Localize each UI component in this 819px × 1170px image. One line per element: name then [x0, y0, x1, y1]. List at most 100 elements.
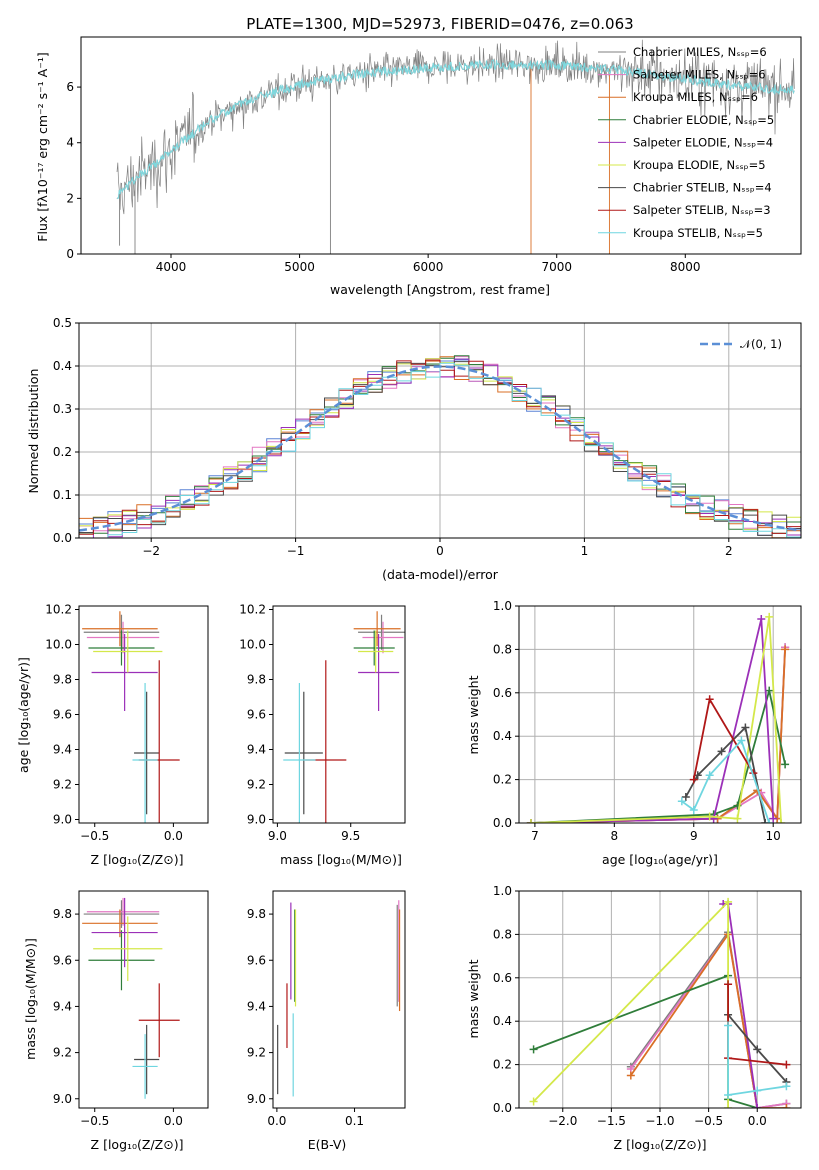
y-tick-label: 1.0 — [493, 884, 512, 898]
weight-series — [529, 897, 791, 1108]
y-tick-label: 0.4 — [493, 1014, 512, 1028]
y-tick-label: 9.6 — [247, 708, 266, 722]
weight-marker — [765, 612, 774, 621]
residuals-panel: (data-model)/error Normed distribution 𝒩… — [26, 316, 802, 582]
legend-entry: Kroupa ELODIE, Nₛₛₚ=5 — [633, 158, 766, 172]
y-tick-label: 0.1 — [53, 488, 72, 502]
weight-marker — [724, 1090, 733, 1099]
spectrum-panel: wavelength [Angstrom, rest frame] Flux [… — [35, 36, 802, 297]
x-tick-label: 10 — [766, 829, 781, 843]
y-tick-label: 9.4 — [247, 999, 266, 1013]
axes-frame — [272, 890, 406, 1109]
weight-marker — [724, 1104, 733, 1108]
axes-frame — [78, 322, 802, 539]
weight-vs-z-panel: Z [log₁₀(Z/Z⊙)] mass weight −2.0 −1.5 −1.0… — [466, 884, 802, 1152]
weight-line — [727, 1025, 787, 1097]
age-vs-z-xlabel: Z [log₁₀(Z/Z⊙)] — [91, 852, 184, 867]
weight-marker — [757, 615, 766, 624]
y-tick-label: 9.4 — [247, 743, 266, 757]
weight-line — [530, 616, 782, 823]
y-tick-label: 0.0 — [53, 531, 72, 545]
legend-entry: Chabrier STELIB, Nₛₛₚ=4 — [633, 181, 772, 195]
mass-vs-ebv-panel: E(B-V) 0.0 0.1 9.0 9.2 9.4 9.6 9.8 — [247, 890, 406, 1152]
weight-marker — [753, 1086, 762, 1095]
y-tick-label: 9.4 — [53, 999, 72, 1013]
weight-marker — [689, 775, 698, 784]
weight-vs-age-xlabel: age [log₁₀(age/yr)] — [602, 852, 718, 867]
spectrum-lines — [116, 39, 795, 254]
legend-entry: Chabrier MILES, Nₛₛₚ=6 — [633, 45, 767, 59]
weight-marker — [781, 760, 790, 769]
y-tick-label: 0 — [66, 247, 74, 261]
weight-marker — [782, 1104, 791, 1108]
y-tick-label: 9.6 — [53, 708, 72, 722]
x-tick-label: 7 — [531, 829, 539, 843]
weight-marker — [769, 814, 778, 823]
weight-marker — [724, 897, 733, 906]
mass-vs-z-ylabel: mass [log₁₀(M/M⊙)] — [23, 938, 38, 1060]
y-tick-label: 6 — [66, 80, 74, 94]
residuals-legend-label: 𝒩(0, 1) — [740, 337, 782, 351]
weight-vs-age-panel: age [log₁₀(age/yr)] mass weight 7 8 9 10 0.0… — [466, 599, 802, 867]
spectrum-xlabel: wavelength [Angstrom, rest frame] — [330, 282, 550, 297]
y-tick-label: 0.8 — [493, 927, 512, 941]
y-tick-label: 9.2 — [247, 1046, 266, 1060]
age-vs-z-panel: Z [log₁₀(Z/Z⊙)] age [log₁₀(age/yr)] −0.5… — [16, 603, 209, 867]
y-tick-label: 0.8 — [493, 642, 512, 656]
x-tick-label: −2.0 — [548, 1114, 577, 1128]
weight-marker — [677, 797, 686, 806]
age-vs-mass-panel: mass [log₁₀(M/M⊙)] 9.0 9.5 9.0 9.2 9.4 9.6 9.8… — [239, 603, 406, 867]
x-tick-label: 0.0 — [164, 829, 183, 843]
age-vs-z-ylabel: age [log₁₀(age/yr)] — [16, 657, 31, 773]
weight-marker — [753, 1104, 762, 1108]
y-tick-label: 9.2 — [53, 1046, 72, 1060]
y-tick-label: 9.8 — [53, 907, 72, 921]
y-tick-label: 0.2 — [493, 773, 512, 787]
mass-vs-ebv-xlabel: E(B-V) — [308, 1137, 347, 1152]
errorbar-points — [82, 611, 180, 823]
x-tick-label: 1 — [581, 544, 589, 558]
mass-vs-z-panel: Z [log₁₀(Z/Z⊙)] mass [log₁₀(M/M⊙)] −0.5 0… — [23, 890, 209, 1152]
weight-marker — [529, 1045, 538, 1054]
weight-marker — [753, 1045, 762, 1054]
y-tick-label: 0.4 — [493, 729, 512, 743]
weight-marker — [733, 814, 742, 823]
axes-frame — [80, 36, 802, 255]
errorbar-points — [82, 897, 180, 1099]
x-tick-label: 2 — [725, 544, 733, 558]
y-tick-label: 0.5 — [53, 316, 72, 330]
weight-vs-z-xlabel: Z [log₁₀(Z/Z⊙)] — [614, 1137, 707, 1152]
spectrum-ylabel: Flux [fλ10⁻¹⁷ erg cm⁻² s⁻¹ A⁻¹] — [35, 52, 50, 241]
x-tick-label: 0.1 — [345, 1114, 364, 1128]
x-tick-label: −1.5 — [597, 1114, 626, 1128]
x-tick-label: 9 — [690, 829, 698, 843]
axes-frame — [272, 605, 406, 824]
legend-entry: Salpeter MILES, Nₛₛₚ=6 — [633, 68, 766, 82]
y-tick-label: 4 — [66, 136, 74, 150]
axes-frame — [518, 890, 802, 1109]
x-tick-label: 8 — [611, 829, 619, 843]
x-tick-label: 8000 — [670, 260, 701, 274]
figure-title: PLATE=1300, MJD=52973, FIBERID=0476, z=0… — [246, 15, 633, 33]
y-tick-label: 0.4 — [53, 359, 72, 373]
y-tick-label: 9.0 — [247, 1092, 266, 1106]
weight-line — [692, 696, 755, 780]
y-tick-label: 0.6 — [493, 686, 512, 700]
y-tick-label: 9.0 — [247, 813, 266, 827]
weight-line — [530, 618, 775, 823]
normal-reference-curve — [79, 365, 801, 532]
y-tick-label: 10.2 — [45, 603, 72, 617]
y-tick-label: 9.8 — [247, 907, 266, 921]
x-tick-label: 0.0 — [164, 1114, 183, 1128]
weight-marker — [782, 1060, 791, 1069]
y-tick-label: 0.0 — [493, 816, 512, 830]
y-tick-label: 9.8 — [53, 673, 72, 687]
legend-entry: Chabrier ELODIE, Nₛₛₚ=5 — [633, 113, 774, 127]
y-tick-label: 9.4 — [53, 743, 72, 757]
residual-histograms — [79, 355, 801, 538]
x-tick-label: −0.5 — [80, 829, 109, 843]
x-tick-label: 9.0 — [268, 829, 287, 843]
y-tick-label: 9.8 — [247, 673, 266, 687]
weight-marker — [705, 812, 714, 821]
y-tick-label: 0.0 — [493, 1101, 512, 1115]
